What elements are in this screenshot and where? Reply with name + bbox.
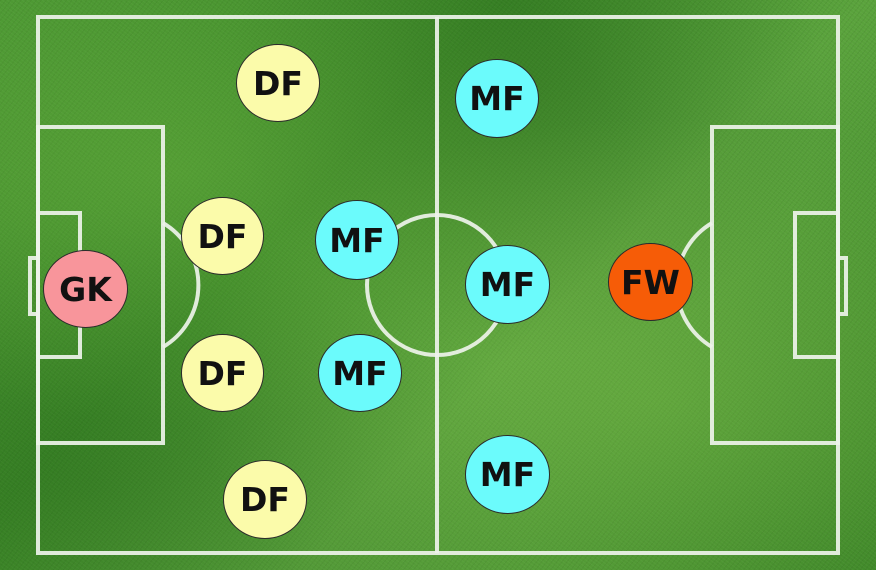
player-defender-4[interactable]: DF: [223, 460, 307, 539]
player-label: GK: [59, 269, 112, 309]
player-midfielder-5[interactable]: MF: [465, 435, 550, 514]
player-label: MF: [479, 265, 536, 304]
player-label: MF: [329, 220, 385, 260]
player-goalkeeper[interactable]: GK: [43, 250, 128, 328]
player-defender-2[interactable]: DF: [181, 197, 264, 275]
left-penalty-arc: [161, 221, 201, 349]
player-label: DF: [197, 216, 248, 256]
player-midfielder-2[interactable]: MF: [315, 200, 399, 280]
player-midfielder-1[interactable]: MF: [455, 59, 539, 138]
player-label: MF: [479, 455, 536, 494]
right-penalty-area: [710, 125, 840, 445]
left-goal: [28, 256, 40, 316]
player-forward[interactable]: FW: [608, 243, 693, 321]
player-label: FW: [621, 262, 680, 302]
right-goal: [836, 256, 848, 316]
player-defender-3[interactable]: DF: [181, 334, 264, 412]
player-label: DF: [197, 353, 248, 393]
right-goal-area: [793, 211, 840, 359]
player-label: MF: [332, 353, 388, 393]
player-midfielder-3[interactable]: MF: [318, 334, 402, 412]
player-midfielder-4[interactable]: MF: [465, 245, 550, 324]
player-label: DF: [240, 480, 290, 519]
player-label: MF: [469, 79, 525, 118]
player-defender-1[interactable]: DF: [236, 44, 320, 122]
player-label: DF: [253, 63, 303, 103]
